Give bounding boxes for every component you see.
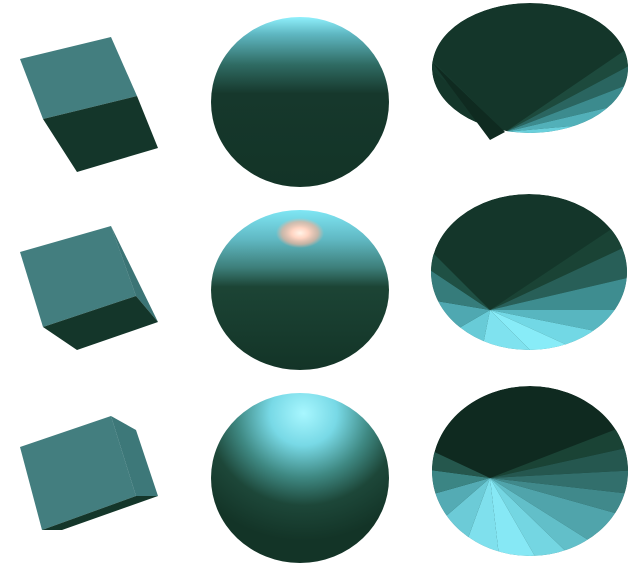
cone-1-facet: [505, 60, 628, 132]
cube-3-side-face: [111, 416, 158, 496]
sphere-1: [211, 17, 389, 187]
cone-1-facet: [505, 80, 628, 132]
cube-1-front-face: [43, 96, 158, 172]
cone-3-facet: [490, 470, 628, 495]
cube-1: [20, 37, 158, 172]
sphere-3: [211, 393, 389, 563]
sphere-3-body: [211, 393, 389, 563]
cube-1-top-face: [20, 37, 137, 119]
cone-3: [432, 386, 628, 556]
cone-3-facet: [490, 478, 580, 556]
cone-1-facet: [505, 100, 628, 132]
cube-2-side-face: [111, 226, 158, 322]
cube-3: [20, 416, 158, 530]
cube-3-front-face: [20, 416, 136, 530]
cone-1-facet: [432, 60, 505, 132]
sphere-2: [211, 210, 389, 370]
cube-2-front-face: [43, 296, 158, 350]
cone-2-facet: [490, 275, 627, 310]
sphere-2-body: [211, 210, 389, 370]
cube-2: [20, 226, 158, 350]
cone-1-facet: [505, 40, 628, 132]
sphere-2-specular: [276, 218, 324, 248]
cube-2-top-face: [20, 226, 136, 327]
cone-3-facet: [490, 420, 628, 478]
cone-3-facet: [490, 478, 540, 556]
cone-1-tip-shadow: [432, 62, 505, 140]
cone-3-facet: [432, 470, 490, 495]
cube-3-bottom-face: [42, 496, 158, 530]
cone-2-facet: [490, 210, 627, 310]
cone-3-facet: [490, 445, 628, 478]
cone-2-facet: [490, 240, 627, 310]
cone-3-facet: [432, 450, 490, 478]
cone-2-facet: [431, 250, 490, 310]
sphere-1-body: [211, 17, 389, 187]
